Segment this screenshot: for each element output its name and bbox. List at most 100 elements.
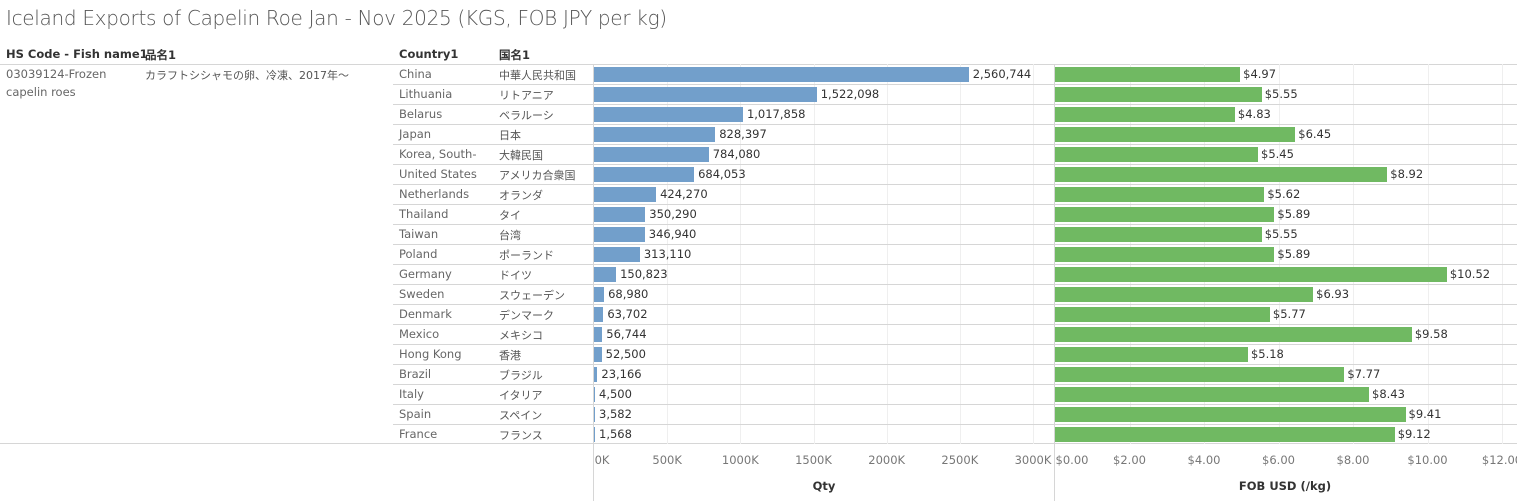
qty-bar[interactable] bbox=[594, 266, 617, 282]
price-axis-line bbox=[1054, 64, 1055, 501]
row-divider bbox=[393, 344, 1517, 345]
price-axis-title: FOB USD (/kg) bbox=[1238, 479, 1332, 493]
price-value-label: $6.45 bbox=[1298, 127, 1332, 141]
price-bar[interactable] bbox=[1055, 386, 1370, 402]
price-bar[interactable] bbox=[1055, 226, 1262, 242]
country-name-jp: フランス bbox=[499, 429, 543, 442]
price-bar[interactable] bbox=[1055, 206, 1275, 222]
price-tick-label: $0.00 bbox=[1055, 453, 1089, 467]
qty-bar[interactable] bbox=[594, 366, 598, 382]
country-name[interactable]: Spain bbox=[399, 407, 432, 421]
country-name[interactable]: China bbox=[399, 67, 432, 81]
qty-bar[interactable] bbox=[594, 386, 595, 402]
price-bar[interactable] bbox=[1055, 186, 1265, 202]
country-name-jp: アメリカ合衆国 bbox=[499, 169, 576, 182]
chart-title: Iceland Exports of Capelin Roe Jan - Nov… bbox=[6, 6, 667, 30]
country-name[interactable]: Mexico bbox=[399, 327, 440, 341]
qty-bar[interactable] bbox=[594, 126, 716, 142]
qty-bar[interactable] bbox=[594, 246, 640, 262]
header-country-jp[interactable]: 国名1 bbox=[499, 48, 531, 62]
price-bar[interactable] bbox=[1055, 366, 1345, 382]
qty-tick-label: 1000K bbox=[721, 453, 759, 467]
price-bar[interactable] bbox=[1055, 286, 1314, 302]
country-name[interactable]: Korea, South- bbox=[399, 147, 477, 161]
country-name-jp: イタリア bbox=[499, 389, 543, 402]
row-divider bbox=[393, 324, 1517, 325]
qty-bar[interactable] bbox=[594, 206, 646, 222]
qty-value-label: 3,582 bbox=[599, 407, 632, 421]
price-bar[interactable] bbox=[1055, 246, 1275, 262]
qty-gridline bbox=[813, 64, 815, 444]
qty-value-label: 1,522,098 bbox=[820, 87, 880, 101]
country-name[interactable]: United States bbox=[399, 167, 477, 181]
country-name[interactable]: Thailand bbox=[399, 207, 449, 221]
qty-axis-line bbox=[593, 64, 594, 501]
country-name[interactable]: Brazil bbox=[399, 367, 432, 381]
country-name[interactable]: Lithuania bbox=[399, 87, 453, 101]
price-bar[interactable] bbox=[1055, 426, 1395, 442]
price-bar[interactable] bbox=[1055, 106, 1235, 122]
price-value-label: $8.43 bbox=[1372, 387, 1405, 401]
country-name[interactable]: Taiwan bbox=[399, 227, 439, 241]
qty-bar[interactable] bbox=[594, 426, 595, 442]
price-bar[interactable] bbox=[1055, 86, 1262, 102]
price-gridline bbox=[1353, 64, 1354, 444]
footer-divider bbox=[0, 443, 1517, 444]
country-name[interactable]: Netherlands bbox=[399, 187, 470, 201]
qty-bar[interactable] bbox=[594, 226, 645, 242]
country-name[interactable]: Germany bbox=[399, 267, 452, 281]
country-name-jp: リトアニア bbox=[499, 89, 554, 102]
qty-bar[interactable] bbox=[594, 106, 743, 122]
qty-value-label: 350,290 bbox=[649, 207, 697, 221]
price-gridline bbox=[1427, 64, 1429, 444]
price-value-label: $4.83 bbox=[1237, 107, 1271, 121]
price-bar[interactable] bbox=[1055, 306, 1270, 322]
price-bar[interactable] bbox=[1055, 326, 1412, 342]
price-value-label: $5.45 bbox=[1261, 147, 1294, 161]
country-name[interactable]: Belarus bbox=[399, 107, 443, 121]
row-divider bbox=[393, 204, 1517, 205]
qty-bar[interactable] bbox=[594, 166, 695, 182]
country-name-jp: 大韓民国 bbox=[499, 149, 543, 162]
header-item[interactable]: 品名1 bbox=[145, 48, 177, 62]
item-name: カラフトシシャモの卵、冷凍、2017年～ bbox=[145, 69, 349, 82]
country-name[interactable]: Japan bbox=[399, 127, 432, 141]
country-name[interactable]: France bbox=[399, 427, 438, 441]
qty-bar[interactable] bbox=[594, 286, 605, 302]
price-bar[interactable] bbox=[1055, 266, 1447, 282]
price-bar[interactable] bbox=[1055, 66, 1241, 82]
qty-bar[interactable] bbox=[594, 146, 709, 162]
price-tick-label: $10.00 bbox=[1407, 453, 1448, 467]
qty-value-label: 68,980 bbox=[608, 287, 649, 301]
hs-code-line1: 03039124-Frozen bbox=[6, 67, 107, 81]
qty-bar[interactable] bbox=[594, 346, 602, 362]
qty-bar[interactable] bbox=[594, 186, 657, 202]
qty-bar[interactable] bbox=[594, 406, 595, 422]
qty-bar[interactable] bbox=[594, 326, 603, 342]
country-name[interactable]: Sweden bbox=[399, 287, 445, 301]
qty-value-label: 52,500 bbox=[605, 347, 646, 361]
price-bar[interactable] bbox=[1055, 406, 1406, 422]
qty-bar[interactable] bbox=[594, 66, 969, 82]
price-bar[interactable] bbox=[1055, 166, 1388, 182]
qty-gridline bbox=[740, 64, 742, 444]
country-name[interactable]: Italy bbox=[399, 387, 424, 401]
price-value-label: $9.41 bbox=[1408, 407, 1442, 421]
country-name[interactable]: Denmark bbox=[399, 307, 452, 321]
qty-bar[interactable] bbox=[594, 306, 604, 322]
row-divider bbox=[393, 144, 1517, 145]
country-name[interactable]: Poland bbox=[399, 247, 438, 261]
qty-value-label: 63,702 bbox=[607, 307, 648, 321]
header-country[interactable]: Country1 bbox=[399, 47, 459, 61]
price-value-label: $5.89 bbox=[1277, 207, 1311, 221]
country-name[interactable]: Hong Kong bbox=[399, 347, 462, 361]
row-divider bbox=[393, 224, 1517, 225]
price-bar[interactable] bbox=[1055, 346, 1248, 362]
row-divider bbox=[393, 304, 1517, 305]
header-hs-code[interactable]: HS Code - Fish name1 bbox=[6, 47, 148, 61]
qty-gridline bbox=[667, 64, 669, 444]
price-value-label: $5.62 bbox=[1267, 187, 1301, 201]
price-bar[interactable] bbox=[1055, 146, 1258, 162]
price-bar[interactable] bbox=[1055, 126, 1296, 142]
qty-bar[interactable] bbox=[594, 86, 817, 102]
